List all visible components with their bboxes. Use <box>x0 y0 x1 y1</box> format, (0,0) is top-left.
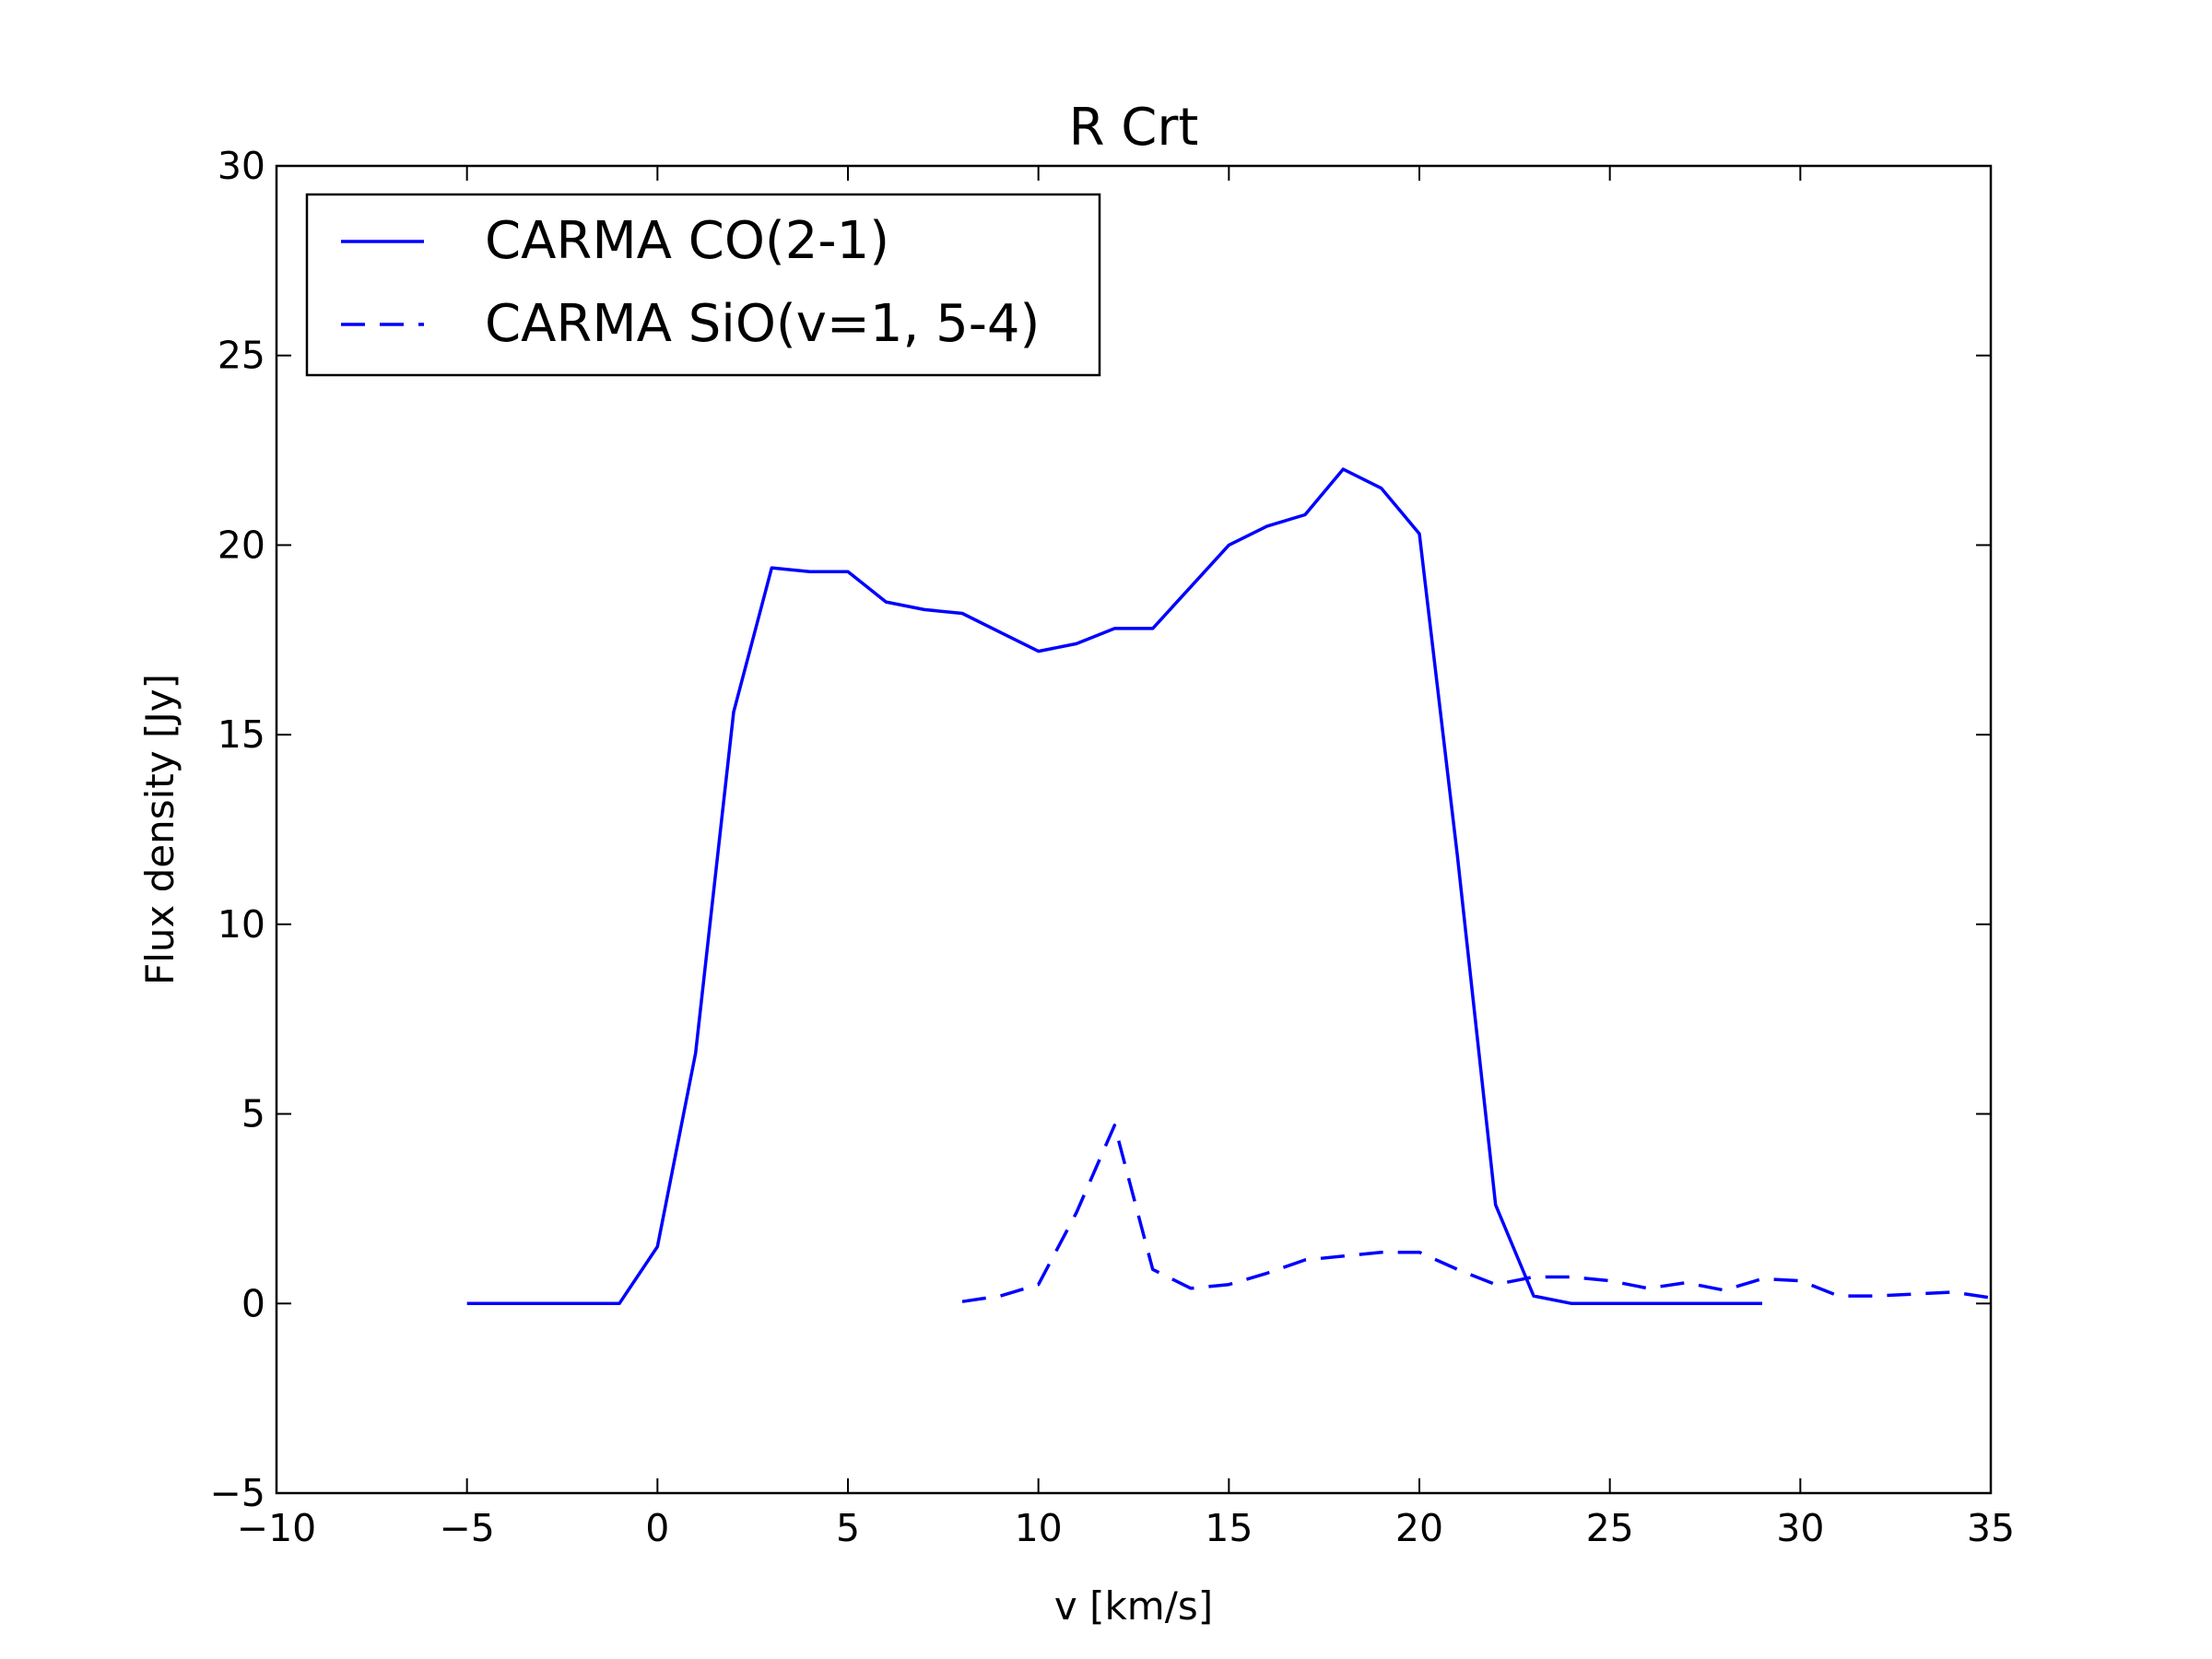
y-tick-label: 15 <box>218 712 265 757</box>
y-tick-label: 5 <box>241 1092 265 1136</box>
x-tick-label: 5 <box>836 1506 860 1550</box>
y-tick-label: 0 <box>241 1281 265 1325</box>
plot-lines <box>466 467 1992 1306</box>
y-tick-label: −5 <box>210 1471 265 1515</box>
y-tick-label: 10 <box>218 902 265 947</box>
x-tick-label: 25 <box>1586 1506 1634 1550</box>
y-tick-label: 25 <box>218 334 265 378</box>
x-tick-label: −10 <box>237 1506 317 1550</box>
x-axis-title: v [km/s] <box>1054 1583 1213 1629</box>
legend: CARMA CO(2-1) CARMA SiO(v=1, 5-4) <box>305 193 1101 377</box>
x-tick-label: 20 <box>1395 1506 1443 1550</box>
x-tick-label: −5 <box>439 1506 494 1550</box>
y-tick-label: 30 <box>218 144 265 188</box>
series-line-co <box>466 467 1762 1306</box>
series-line-sio <box>961 1124 1992 1303</box>
y-tick-label: 20 <box>218 523 265 567</box>
legend-box <box>305 193 1101 377</box>
legend-label-sio: CARMA SiO(v=1, 5-4) <box>485 294 1040 354</box>
x-tick-label: 15 <box>1205 1506 1253 1550</box>
y-axis-title: Flux density [Jy] <box>137 674 182 985</box>
x-tick-label: 30 <box>1776 1506 1824 1550</box>
x-tick-label: 35 <box>1967 1506 2015 1550</box>
x-tick-label: 0 <box>645 1506 669 1550</box>
chart-title: R Crt <box>1069 98 1199 158</box>
legend-label-co: CARMA CO(2-1) <box>485 211 889 271</box>
x-tick-label: 10 <box>1015 1506 1063 1550</box>
plot-frame <box>275 164 1993 1495</box>
